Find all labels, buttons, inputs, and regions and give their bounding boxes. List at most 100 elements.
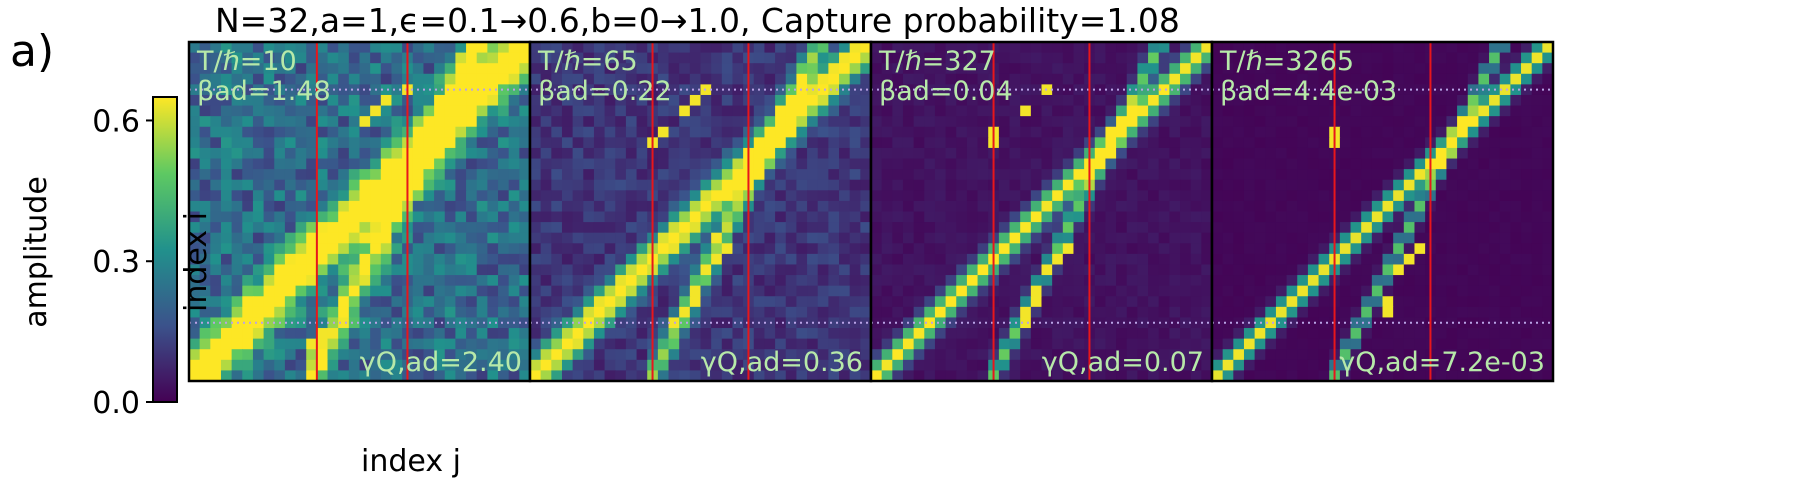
heatmap-cell xyxy=(785,285,798,297)
heatmap-cell xyxy=(434,306,446,319)
heatmap-cell xyxy=(487,211,499,223)
heatmap-cell xyxy=(700,328,712,340)
heatmap-cell xyxy=(519,137,531,149)
heatmap-cell xyxy=(796,296,808,308)
heatmap-cell xyxy=(679,243,691,255)
heatmap-cell xyxy=(636,137,648,149)
heatmap-cell xyxy=(1510,243,1522,255)
heatmap-cell xyxy=(466,179,478,191)
heatmap-cell xyxy=(1233,349,1245,361)
heatmap-cell xyxy=(753,328,766,340)
x-axis-label: index j xyxy=(361,444,461,479)
heatmap-cell xyxy=(455,158,467,170)
heatmap-cell xyxy=(1030,317,1043,329)
heatmap-cell xyxy=(1542,349,1554,361)
heatmap-cell xyxy=(1201,370,1213,382)
heatmap-cell xyxy=(508,359,520,372)
heatmap-cell xyxy=(412,42,425,54)
heatmap-cell xyxy=(1222,105,1234,117)
heatmap-cell xyxy=(391,253,403,266)
heatmap-cell xyxy=(1180,158,1192,170)
heatmap-cell xyxy=(1510,222,1522,234)
heatmap-cell xyxy=(1467,338,1480,350)
heatmap-cell xyxy=(466,190,478,202)
heatmap-cell xyxy=(679,232,691,244)
heatmap-cell xyxy=(1531,147,1543,160)
heatmap-cell xyxy=(1222,275,1234,287)
heatmap-cell xyxy=(1094,169,1107,181)
heatmap-cell xyxy=(689,84,702,96)
heatmap-cell xyxy=(274,116,286,128)
heatmap-cell xyxy=(1318,338,1330,350)
heatmap-cell xyxy=(455,169,467,181)
heatmap-cell xyxy=(380,179,393,191)
heatmap-cell xyxy=(530,190,542,202)
heatmap-cell xyxy=(316,126,329,138)
heatmap-cell xyxy=(1531,94,1543,107)
heatmap-cell xyxy=(561,179,574,191)
heatmap-cell xyxy=(1307,52,1320,64)
heatmap-cell xyxy=(924,179,936,191)
heatmap-cell xyxy=(455,63,467,75)
heatmap-cell xyxy=(1116,94,1128,107)
heatmap-cell xyxy=(1243,253,1256,266)
heatmap-cell xyxy=(306,158,318,170)
heatmap-cell xyxy=(1265,169,1277,181)
heatmap-cell xyxy=(849,338,861,350)
heatmap-cell xyxy=(1030,370,1043,382)
heatmap-cell xyxy=(412,370,425,382)
heatmap-cell xyxy=(775,52,787,64)
heatmap-cell xyxy=(220,179,233,191)
heatmap-cell xyxy=(1094,200,1107,213)
heatmap-cell xyxy=(998,147,1011,160)
heatmap-cell xyxy=(817,105,829,117)
heatmap-cell xyxy=(934,306,947,319)
heatmap-cell xyxy=(945,126,957,138)
heatmap-cell xyxy=(636,42,648,54)
heatmap-cell xyxy=(284,105,297,117)
heatmap-cell xyxy=(370,73,382,85)
heatmap-cell xyxy=(1073,264,1085,276)
heatmap-cell xyxy=(1393,126,1405,138)
heatmap-cell xyxy=(583,42,595,54)
heatmap-cell xyxy=(391,306,403,319)
heatmap-cell xyxy=(476,338,488,350)
heatmap-cell xyxy=(1339,42,1352,54)
heatmap-cell xyxy=(572,73,584,85)
heatmap-cell xyxy=(668,359,680,372)
heatmap-cell xyxy=(252,73,265,85)
heatmap-cell xyxy=(455,179,467,191)
heatmap-cell xyxy=(1126,169,1139,181)
heatmap-cell xyxy=(1030,105,1043,117)
heatmap-cell xyxy=(764,63,776,75)
heatmap-cell xyxy=(1275,370,1288,382)
heatmap-cell xyxy=(444,317,457,329)
heatmap-cell xyxy=(775,211,787,223)
heatmap-cell xyxy=(1137,359,1149,372)
heatmap-cell xyxy=(1020,222,1032,234)
heatmap-cell xyxy=(561,370,574,382)
heatmap-cell xyxy=(189,338,201,350)
heatmap-cell xyxy=(1052,126,1064,138)
heatmap-cell xyxy=(1318,317,1330,329)
heatmap-cell xyxy=(721,296,734,308)
heatmap-cell xyxy=(1531,253,1543,266)
heatmap-cell xyxy=(1105,147,1117,160)
heatmap-cell xyxy=(700,243,712,255)
heatmap-cell xyxy=(242,253,254,266)
heatmap-cell xyxy=(1030,190,1043,202)
heatmap-cell xyxy=(1030,349,1043,361)
heatmap-cell xyxy=(934,359,947,372)
heatmap-cell xyxy=(668,105,680,117)
heatmap-cell xyxy=(1371,349,1384,361)
heatmap-cell xyxy=(466,243,478,255)
heatmap-cell xyxy=(1478,126,1490,138)
heatmap-cell xyxy=(1435,52,1448,64)
heatmap-cell xyxy=(1180,264,1192,276)
heatmap-cell xyxy=(902,243,915,255)
heatmap-cell xyxy=(1403,264,1416,276)
heatmap-cell xyxy=(263,306,275,319)
heatmap-cell xyxy=(327,137,339,149)
heatmap-cell xyxy=(753,52,766,64)
heatmap-cell xyxy=(657,147,670,160)
